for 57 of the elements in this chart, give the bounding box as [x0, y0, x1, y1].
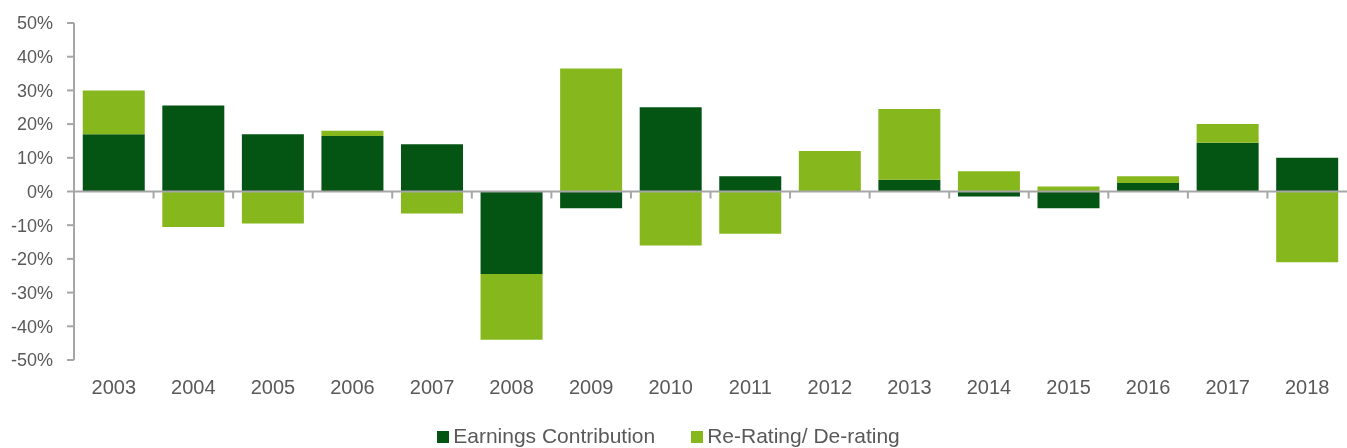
- x-tick-label: 2012: [807, 376, 853, 399]
- legend-label: Re-Rating/ De-rating: [707, 424, 900, 447]
- y-tick-label: 0%: [26, 181, 53, 202]
- bar: [719, 191, 782, 234]
- y-tick-label: -30%: [10, 282, 53, 303]
- bar: [1196, 124, 1259, 143]
- x-tick-label: 2011: [728, 376, 772, 399]
- y-tick-label: -20%: [10, 249, 53, 270]
- x-tick-label: 2004: [171, 376, 216, 399]
- y-tick-label: 40%: [16, 47, 53, 68]
- bar: [1196, 142, 1259, 192]
- legend-label: Earnings Contribution: [453, 424, 657, 447]
- bar: [401, 191, 463, 214]
- x-tick-label: 2005: [250, 376, 296, 399]
- bar: [82, 90, 145, 135]
- bar: [639, 107, 702, 192]
- bar: [1276, 157, 1339, 192]
- bar: [480, 274, 543, 340]
- bar: [560, 68, 623, 192]
- x-tick-label: 2009: [568, 376, 614, 399]
- bar: [1117, 176, 1180, 184]
- x-tick-label: 2015: [1046, 376, 1091, 399]
- x-tick-label: 2010: [648, 376, 693, 399]
- y-tick-label: -50%: [10, 350, 53, 371]
- y-tick-label: 30%: [16, 80, 53, 101]
- y-tick-label: 10%: [16, 148, 53, 169]
- x-tick-label: 2007: [409, 376, 455, 399]
- y-tick-label: 20%: [16, 114, 53, 135]
- bar: [1276, 191, 1339, 263]
- bar: [480, 191, 543, 275]
- bar: [321, 130, 384, 136]
- x-tick-label: 2008: [489, 376, 534, 399]
- x-tick-label: 2017: [1205, 376, 1250, 399]
- x-tick-label: 2018: [1284, 376, 1330, 399]
- bar: [878, 108, 941, 180]
- bar: [162, 105, 225, 192]
- bar: [639, 191, 702, 246]
- bar: [798, 151, 861, 192]
- y-tick-label: -40%: [10, 316, 53, 337]
- x-tick-label: 2003: [91, 376, 137, 399]
- y-tick-label: -10%: [10, 215, 53, 236]
- y-tick-label: 50%: [16, 13, 53, 34]
- bar: [401, 144, 463, 192]
- bar: [241, 134, 304, 192]
- x-tick-label: 2016: [1125, 376, 1171, 399]
- bar: [241, 191, 304, 224]
- x-tick-label: 2006: [330, 376, 375, 399]
- bar: [162, 191, 225, 227]
- x-tick-label: 2014: [966, 376, 1012, 399]
- bar: [321, 135, 384, 192]
- bar: [957, 171, 1020, 192]
- bar: [1037, 186, 1100, 192]
- bar: [1117, 183, 1180, 192]
- bar: [82, 134, 145, 192]
- bar: [719, 176, 782, 192]
- x-tick-label: 2013: [887, 376, 932, 399]
- bar: [878, 179, 941, 192]
